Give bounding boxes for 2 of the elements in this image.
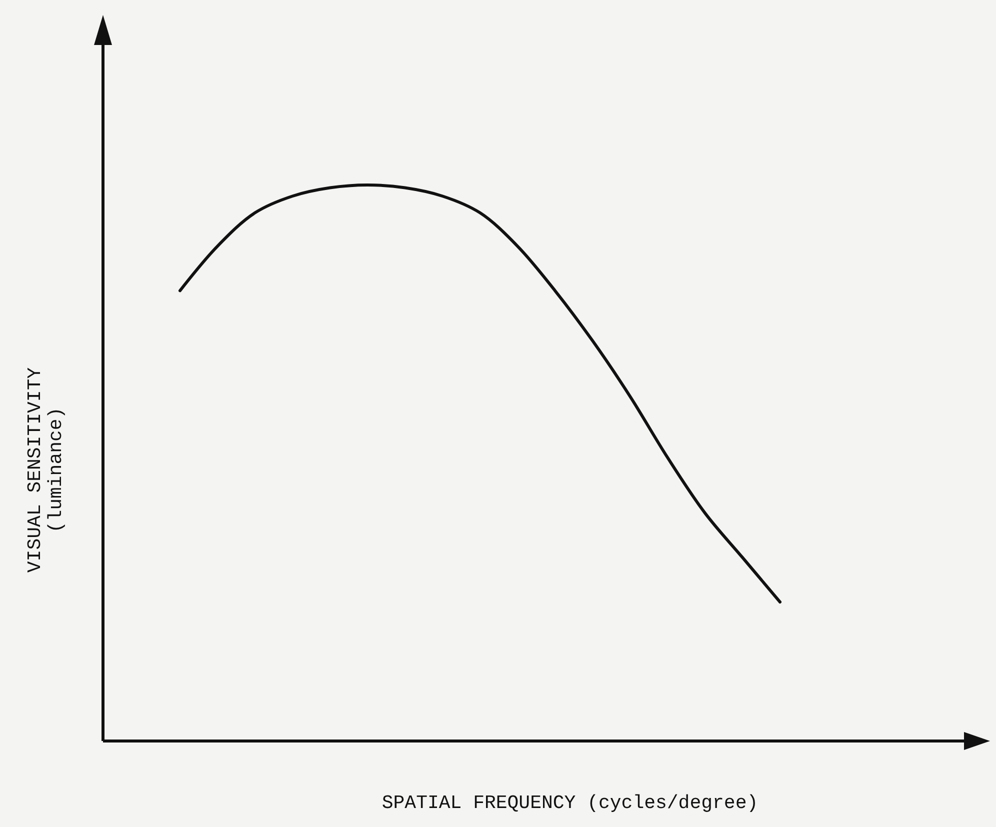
y-axis-title: VISUAL SENSITIVITY (luminance) (24, 366, 67, 573)
x-axis-title: SPATIAL FREQUENCY (cycles/degree) (382, 792, 758, 814)
